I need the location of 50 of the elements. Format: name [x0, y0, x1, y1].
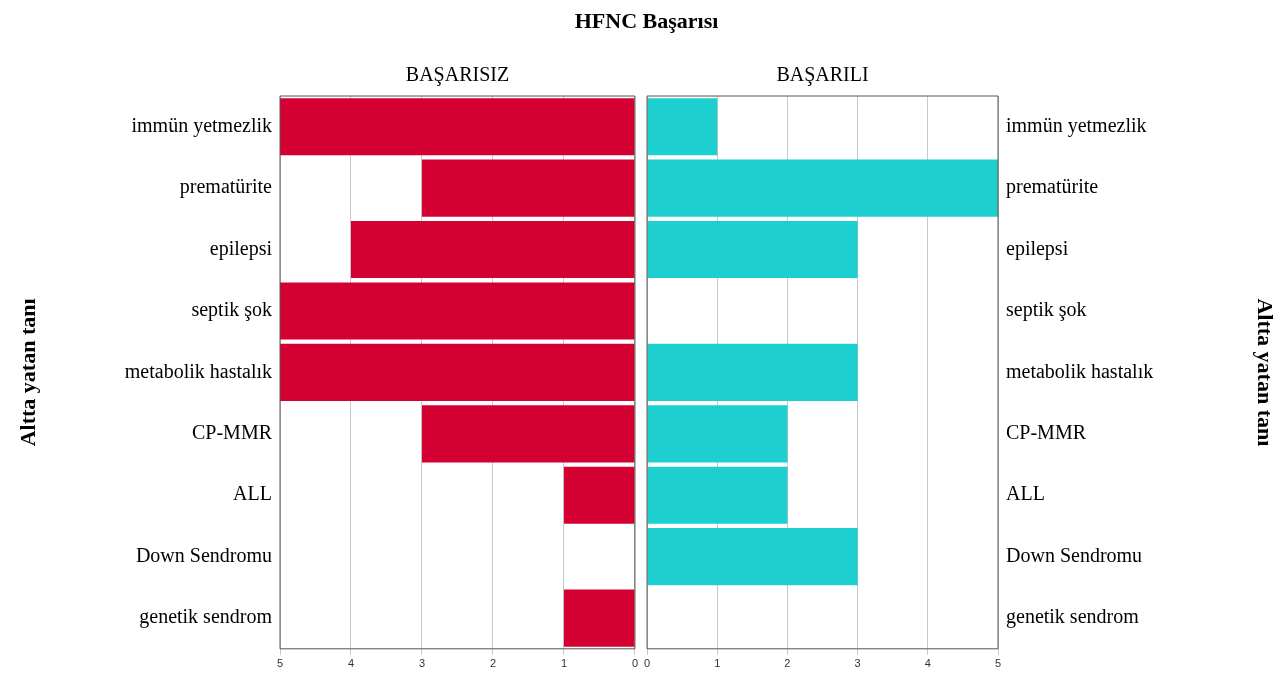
bar: [647, 159, 998, 217]
y-tick-label: metabolik hastalık: [124, 359, 272, 382]
y-axis-title: Altta yatan tanı: [1253, 298, 1279, 447]
x-tick-label: 2: [784, 657, 791, 670]
x-tick-label: 1: [560, 657, 568, 670]
y-tick-label: ALL: [233, 482, 272, 505]
bar: [563, 466, 635, 524]
y-tick-label: Down Sendromu: [1006, 543, 1143, 566]
x-tick-label: 5: [276, 657, 284, 670]
y-tick-label: CP-MMR: [1006, 421, 1087, 444]
y-tick-label: CP-MMR: [191, 421, 273, 444]
bar: [647, 466, 788, 524]
x-tick-label: 4: [347, 657, 355, 670]
bar: [647, 343, 858, 401]
bar: [647, 220, 858, 279]
y-tick-label: prematürite: [179, 175, 273, 199]
y-tick-label: epilepsi: [1006, 236, 1069, 260]
bar: [647, 405, 788, 463]
y-tick-label: genetik sendrom: [139, 605, 273, 629]
bar: [647, 528, 858, 586]
x-tick-label: 3: [854, 657, 861, 670]
chart-subtitle: BAŞARILI: [776, 63, 869, 87]
x-tick-label: 1: [714, 657, 721, 670]
bar: [421, 405, 635, 463]
x-tick-label: 3: [418, 657, 426, 670]
y-axis-title: Altta yatan tanı: [14, 298, 40, 447]
y-tick-label: ALL: [1006, 482, 1045, 505]
y-tick-label: genetik sendrom: [1006, 605, 1140, 629]
x-tick-label: 5: [994, 657, 1002, 670]
y-tick-label: immün yetmezlik: [1006, 113, 1147, 137]
x-tick-label: 0: [631, 657, 638, 670]
bar: [647, 98, 718, 156]
y-tick-label: Down Sendromu: [135, 543, 272, 566]
y-tick-label: septik şok: [1006, 298, 1087, 322]
y-tick-label: prematürite: [1006, 175, 1099, 199]
bar: [350, 220, 635, 279]
chart-title: HFNC Başarısı: [573, 8, 720, 35]
x-tick-label: 0: [644, 657, 651, 670]
y-tick-label: septik şok: [191, 298, 272, 322]
x-tick-label: 2: [489, 657, 497, 670]
bar: [280, 98, 635, 156]
bar: [421, 159, 635, 217]
bar: [280, 343, 635, 401]
bar: [280, 282, 635, 340]
bar: [563, 589, 635, 647]
y-tick-label: metabolik hastalık: [1006, 359, 1154, 382]
y-tick-label: epilepsi: [209, 236, 273, 260]
x-tick-label: 4: [924, 657, 931, 670]
y-tick-label: immün yetmezlik: [131, 113, 272, 137]
chart-subtitle: BAŞARISIZ: [405, 63, 510, 87]
